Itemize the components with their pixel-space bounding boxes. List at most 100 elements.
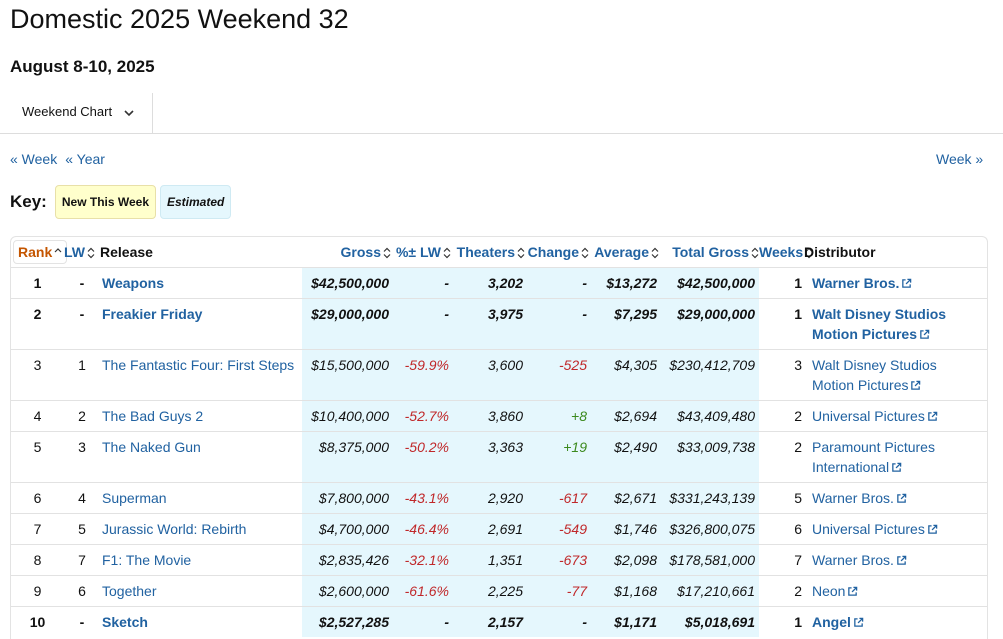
average-cell: $7,295 <box>589 298 659 350</box>
distributor-cell: Walt Disney Studios Motion Pictures <box>804 298 987 350</box>
total-gross-cell: $29,000,000 <box>659 298 759 350</box>
chart-type-label: Weekend Chart <box>22 104 113 119</box>
prev-year-link[interactable]: « Year <box>65 151 105 167</box>
rank-cell: 5 <box>11 431 64 483</box>
external-link-icon <box>845 583 858 599</box>
distributor-link[interactable]: Walt Disney Studios Motion Pictures <box>812 306 946 342</box>
lw-cell: 2 <box>64 400 100 432</box>
release-link[interactable]: The Bad Guys 2 <box>102 408 204 424</box>
release-link[interactable]: Superman <box>102 490 167 506</box>
table-row: 1- Weapons $42,500,000-3,202- $13,272 $42,50… <box>11 267 987 299</box>
sort-icon <box>443 247 451 259</box>
release-link[interactable]: F1: The Movie <box>102 552 192 568</box>
release-cell: Superman <box>100 482 302 514</box>
sort-icon <box>651 247 659 259</box>
release-link[interactable]: Weapons <box>102 275 164 291</box>
external-link-icon <box>899 275 912 291</box>
lw-header[interactable]: LW <box>64 237 100 268</box>
average-cell: $2,098 <box>589 544 659 576</box>
pct-lw-header[interactable]: %± LW <box>391 237 451 268</box>
distributor-link[interactable]: Warner Bros. <box>812 275 912 291</box>
table-row: 9 6 Together $2,600,000 -61.6% 2,225 -77 $1,168… <box>11 575 987 607</box>
new-this-week-badge: New This Week <box>54 185 156 219</box>
gross-cell: $4,700,000 <box>302 513 391 545</box>
chart-type-dropdown[interactable]: Weekend Chart <box>0 93 153 133</box>
pct-lw-cell: - <box>391 298 451 350</box>
distributor-name: Warner Bros. <box>812 490 894 506</box>
external-link-icon <box>925 521 938 537</box>
gross-header-label: Gross <box>340 244 381 260</box>
gross-cell: $8,375,000 <box>302 431 391 483</box>
release-link[interactable]: The Fantastic Four: First Steps <box>102 357 295 373</box>
change-cell: -617 <box>525 482 589 514</box>
total-gross-cell: $178,581,000 <box>659 544 759 576</box>
pct-lw-cell: -32.1% <box>391 544 451 576</box>
average-cell: $2,694 <box>589 400 659 432</box>
distributor-link[interactable]: Neon <box>812 583 858 599</box>
total-gross-cell: $17,210,661 <box>659 575 759 607</box>
release-cell: Weapons <box>100 267 302 299</box>
gross-cell: $2,600,000 <box>302 575 391 607</box>
weeks-cell: 7 <box>759 544 804 576</box>
rank-header[interactable]: Rank <box>11 237 68 268</box>
gross-cell: $2,835,426 <box>302 544 391 576</box>
next-week-link[interactable]: Week » <box>936 151 984 167</box>
prev-week-link[interactable]: « Week <box>10 151 58 167</box>
rank-cell: 2 <box>11 298 64 350</box>
release-link[interactable]: Freakier Friday <box>102 306 203 322</box>
change-cell: -549 <box>525 513 589 545</box>
weeks-cell: 2 <box>759 400 804 432</box>
distributor-link[interactable]: Angel <box>812 614 864 630</box>
distributor-link[interactable]: Warner Bros. <box>812 552 907 568</box>
theaters-cell: 2,157 <box>451 606 525 637</box>
distributor-header: Distributor <box>804 244 876 260</box>
release-link[interactable]: Sketch <box>102 614 148 630</box>
table-row: 10- Sketch $2,527,285-2,157- $1,171 $5,018,6… <box>11 606 987 637</box>
change-cell: - <box>525 606 589 637</box>
distributor-link[interactable]: Walt Disney Studios Motion Pictures <box>812 357 937 393</box>
total-gross-cell: $331,243,139 <box>659 482 759 514</box>
total-gross-header[interactable]: Total Gross <box>659 237 759 268</box>
distributor-link[interactable]: Universal Pictures <box>812 521 938 537</box>
release-cell: Together <box>100 575 302 607</box>
release-cell: The Bad Guys 2 <box>100 400 302 432</box>
weeks-cell: 5 <box>759 482 804 514</box>
distributor-link[interactable]: Paramount Pictures International <box>812 439 935 475</box>
change-cell: - <box>525 267 589 299</box>
rank-cell: 10 <box>11 606 64 637</box>
sort-icon <box>751 247 759 259</box>
average-cell: $13,272 <box>589 267 659 299</box>
distributor-name-cont: International <box>812 459 890 475</box>
gross-header[interactable]: Gross <box>302 237 391 268</box>
weeks-cell: 6 <box>759 513 804 545</box>
sort-icon <box>54 248 62 253</box>
distributor-cell: Angel <box>804 606 987 637</box>
distributor-name: Walt Disney Studios <box>812 306 947 322</box>
lw-header-label: LW <box>64 244 85 260</box>
change-cell: -77 <box>525 575 589 607</box>
distributor-link[interactable]: Universal Pictures <box>812 408 938 424</box>
pct-lw-cell: -46.4% <box>391 513 451 545</box>
release-link[interactable]: Together <box>102 583 157 599</box>
theaters-header[interactable]: Theaters <box>451 237 525 268</box>
release-cell: The Naked Gun <box>100 431 302 483</box>
change-header[interactable]: Change <box>525 237 589 268</box>
distributor-cell: Warner Bros. <box>804 482 987 514</box>
average-header[interactable]: Average <box>589 237 659 268</box>
external-link-icon <box>894 552 907 568</box>
sort-icon <box>383 247 391 259</box>
lw-cell: - <box>64 267 100 299</box>
weeks-cell: 1 <box>759 267 804 299</box>
average-cell: $1,171 <box>589 606 659 637</box>
theaters-cell: 2,225 <box>451 575 525 607</box>
weeks-header[interactable]: Weeks <box>759 237 813 268</box>
total-gross-cell: $43,409,480 <box>659 400 759 432</box>
lw-cell: 1 <box>64 349 100 401</box>
release-link[interactable]: Jurassic World: Rebirth <box>102 521 247 537</box>
external-link-icon <box>889 459 902 475</box>
release-link[interactable]: The Naked Gun <box>102 439 201 455</box>
change-cell: -525 <box>525 349 589 401</box>
distributor-link[interactable]: Warner Bros. <box>812 490 907 506</box>
theaters-cell: 3,860 <box>451 400 525 432</box>
lw-cell: - <box>64 298 100 350</box>
